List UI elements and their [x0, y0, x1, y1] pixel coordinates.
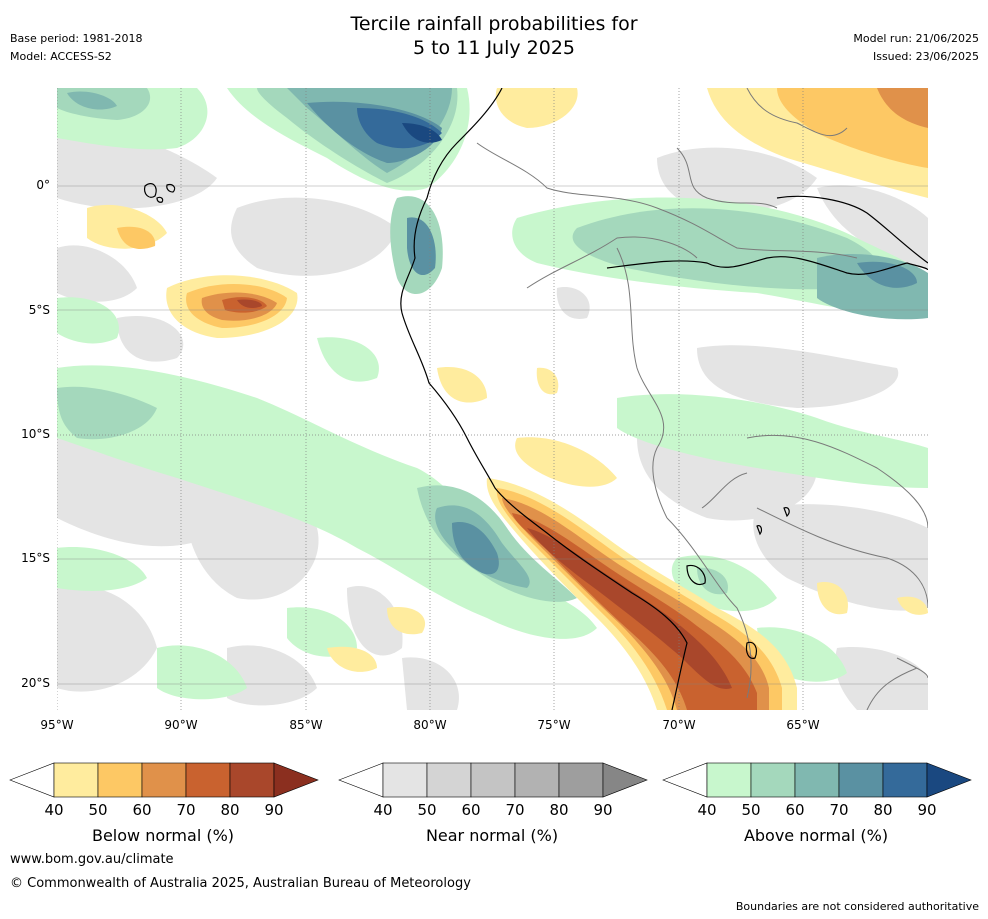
above-normal-swatch-80 — [882, 762, 928, 798]
coastline — [144, 88, 928, 710]
near-normal-tick-70: 70 — [505, 801, 524, 819]
above-normal-tick-80: 80 — [873, 801, 892, 819]
below-normal-lower-arrow — [9, 762, 55, 798]
above-normal-regions — [57, 88, 928, 700]
colorbar-near-normal: 40 50 60 70 80 90 — [338, 762, 648, 819]
below-normal-tick-60: 60 — [132, 801, 151, 819]
above-normal-swatch-70 — [838, 762, 884, 798]
above-normal-tick-90: 90 — [917, 801, 936, 819]
probability-map — [57, 88, 928, 710]
below-normal-swatch-60 — [141, 762, 187, 798]
near-normal-swatch-60 — [470, 762, 516, 798]
below-normal-swatch-40 — [53, 762, 99, 798]
model-label: Model: ACCESS-S2 — [10, 50, 112, 63]
x-tick-65w: 65°W — [786, 718, 820, 732]
issued-label: Issued: 23/06/2025 — [872, 50, 979, 63]
colorbar-group: 40 50 60 70 80 90 40 50 60 70 80 90 40 50 60 70 80 90 — [9, 762, 972, 819]
near-normal-label: Near normal (%) — [425, 826, 559, 845]
near-normal-tick-80: 80 — [549, 801, 568, 819]
x-tick-95w: 95°W — [40, 718, 74, 732]
map-title-line1: Tercile rainfall probabilities for — [350, 13, 638, 35]
above-normal-swatch-60 — [794, 762, 840, 798]
gridlines — [57, 88, 928, 710]
near-normal-tick-60: 60 — [461, 801, 480, 819]
model-run-label: Model run: 21/06/2025 — [853, 32, 979, 45]
y-tick-15s: 15°S — [21, 551, 50, 565]
below-normal-swatch-70 — [185, 762, 231, 798]
colorbar-below-normal: 40 50 60 70 80 90 — [9, 762, 319, 819]
below-normal-regions — [87, 88, 928, 710]
map-canvas — [57, 88, 928, 710]
above-normal-lower-arrow — [662, 762, 708, 798]
near-normal-swatch-50 — [426, 762, 472, 798]
below-normal-tick-90: 90 — [264, 801, 283, 819]
below-normal-tick-70: 70 — [176, 801, 195, 819]
x-tick-90w: 90°W — [164, 718, 198, 732]
y-tick-5s: 5°S — [28, 303, 50, 317]
x-tick-75w: 75°W — [537, 718, 571, 732]
near-normal-tick-50: 50 — [417, 801, 436, 819]
below-normal-tick-50: 50 — [88, 801, 107, 819]
near-normal-tick-40: 40 — [373, 801, 392, 819]
above-normal-swatch-50 — [750, 762, 796, 798]
above-normal-upper-arrow — [926, 762, 972, 798]
map-title-line2: 5 to 11 July 2025 — [412, 37, 576, 59]
below-normal-tick-80: 80 — [220, 801, 239, 819]
above-normal-swatch-40 — [706, 762, 752, 798]
below-normal-swatch-50 — [97, 762, 143, 798]
website-link[interactable]: www.bom.gov.au/climate — [10, 852, 174, 867]
country-borders — [476, 88, 928, 710]
near-normal-swatch-40 — [382, 762, 428, 798]
near-normal-lower-arrow — [338, 762, 384, 798]
above-normal-tick-50: 50 — [741, 801, 760, 819]
below-normal-upper-arrow — [273, 762, 319, 798]
y-tick-0: 0° — [36, 178, 50, 192]
near-normal-tick-90: 90 — [593, 801, 612, 819]
x-tick-80w: 80°W — [413, 718, 447, 732]
near-normal-swatch-70 — [514, 762, 560, 798]
x-tick-85w: 85°W — [289, 718, 323, 732]
colorbar-above-normal: 40 50 60 70 80 90 — [662, 762, 972, 819]
above-normal-tick-70: 70 — [829, 801, 848, 819]
y-tick-20s: 20°S — [21, 676, 50, 690]
base-period-label: Base period: 1981-2018 — [10, 32, 143, 45]
below-normal-label: Below normal (%) — [91, 826, 235, 845]
y-tick-10s: 10°S — [21, 427, 50, 441]
below-normal-swatch-80 — [229, 762, 275, 798]
x-tick-70w: 70°W — [662, 718, 696, 732]
near-normal-upper-arrow — [602, 762, 648, 798]
below-normal-tick-40: 40 — [44, 801, 63, 819]
above-normal-tick-60: 60 — [785, 801, 804, 819]
near-normal-swatch-80 — [558, 762, 604, 798]
disclaimer-text: Boundaries are not considered authoritat… — [735, 900, 979, 913]
above-normal-tick-40: 40 — [697, 801, 716, 819]
above-normal-label: Above normal (%) — [743, 826, 889, 845]
copyright-text: © Commonwealth of Australia 2025, Austra… — [10, 876, 471, 891]
